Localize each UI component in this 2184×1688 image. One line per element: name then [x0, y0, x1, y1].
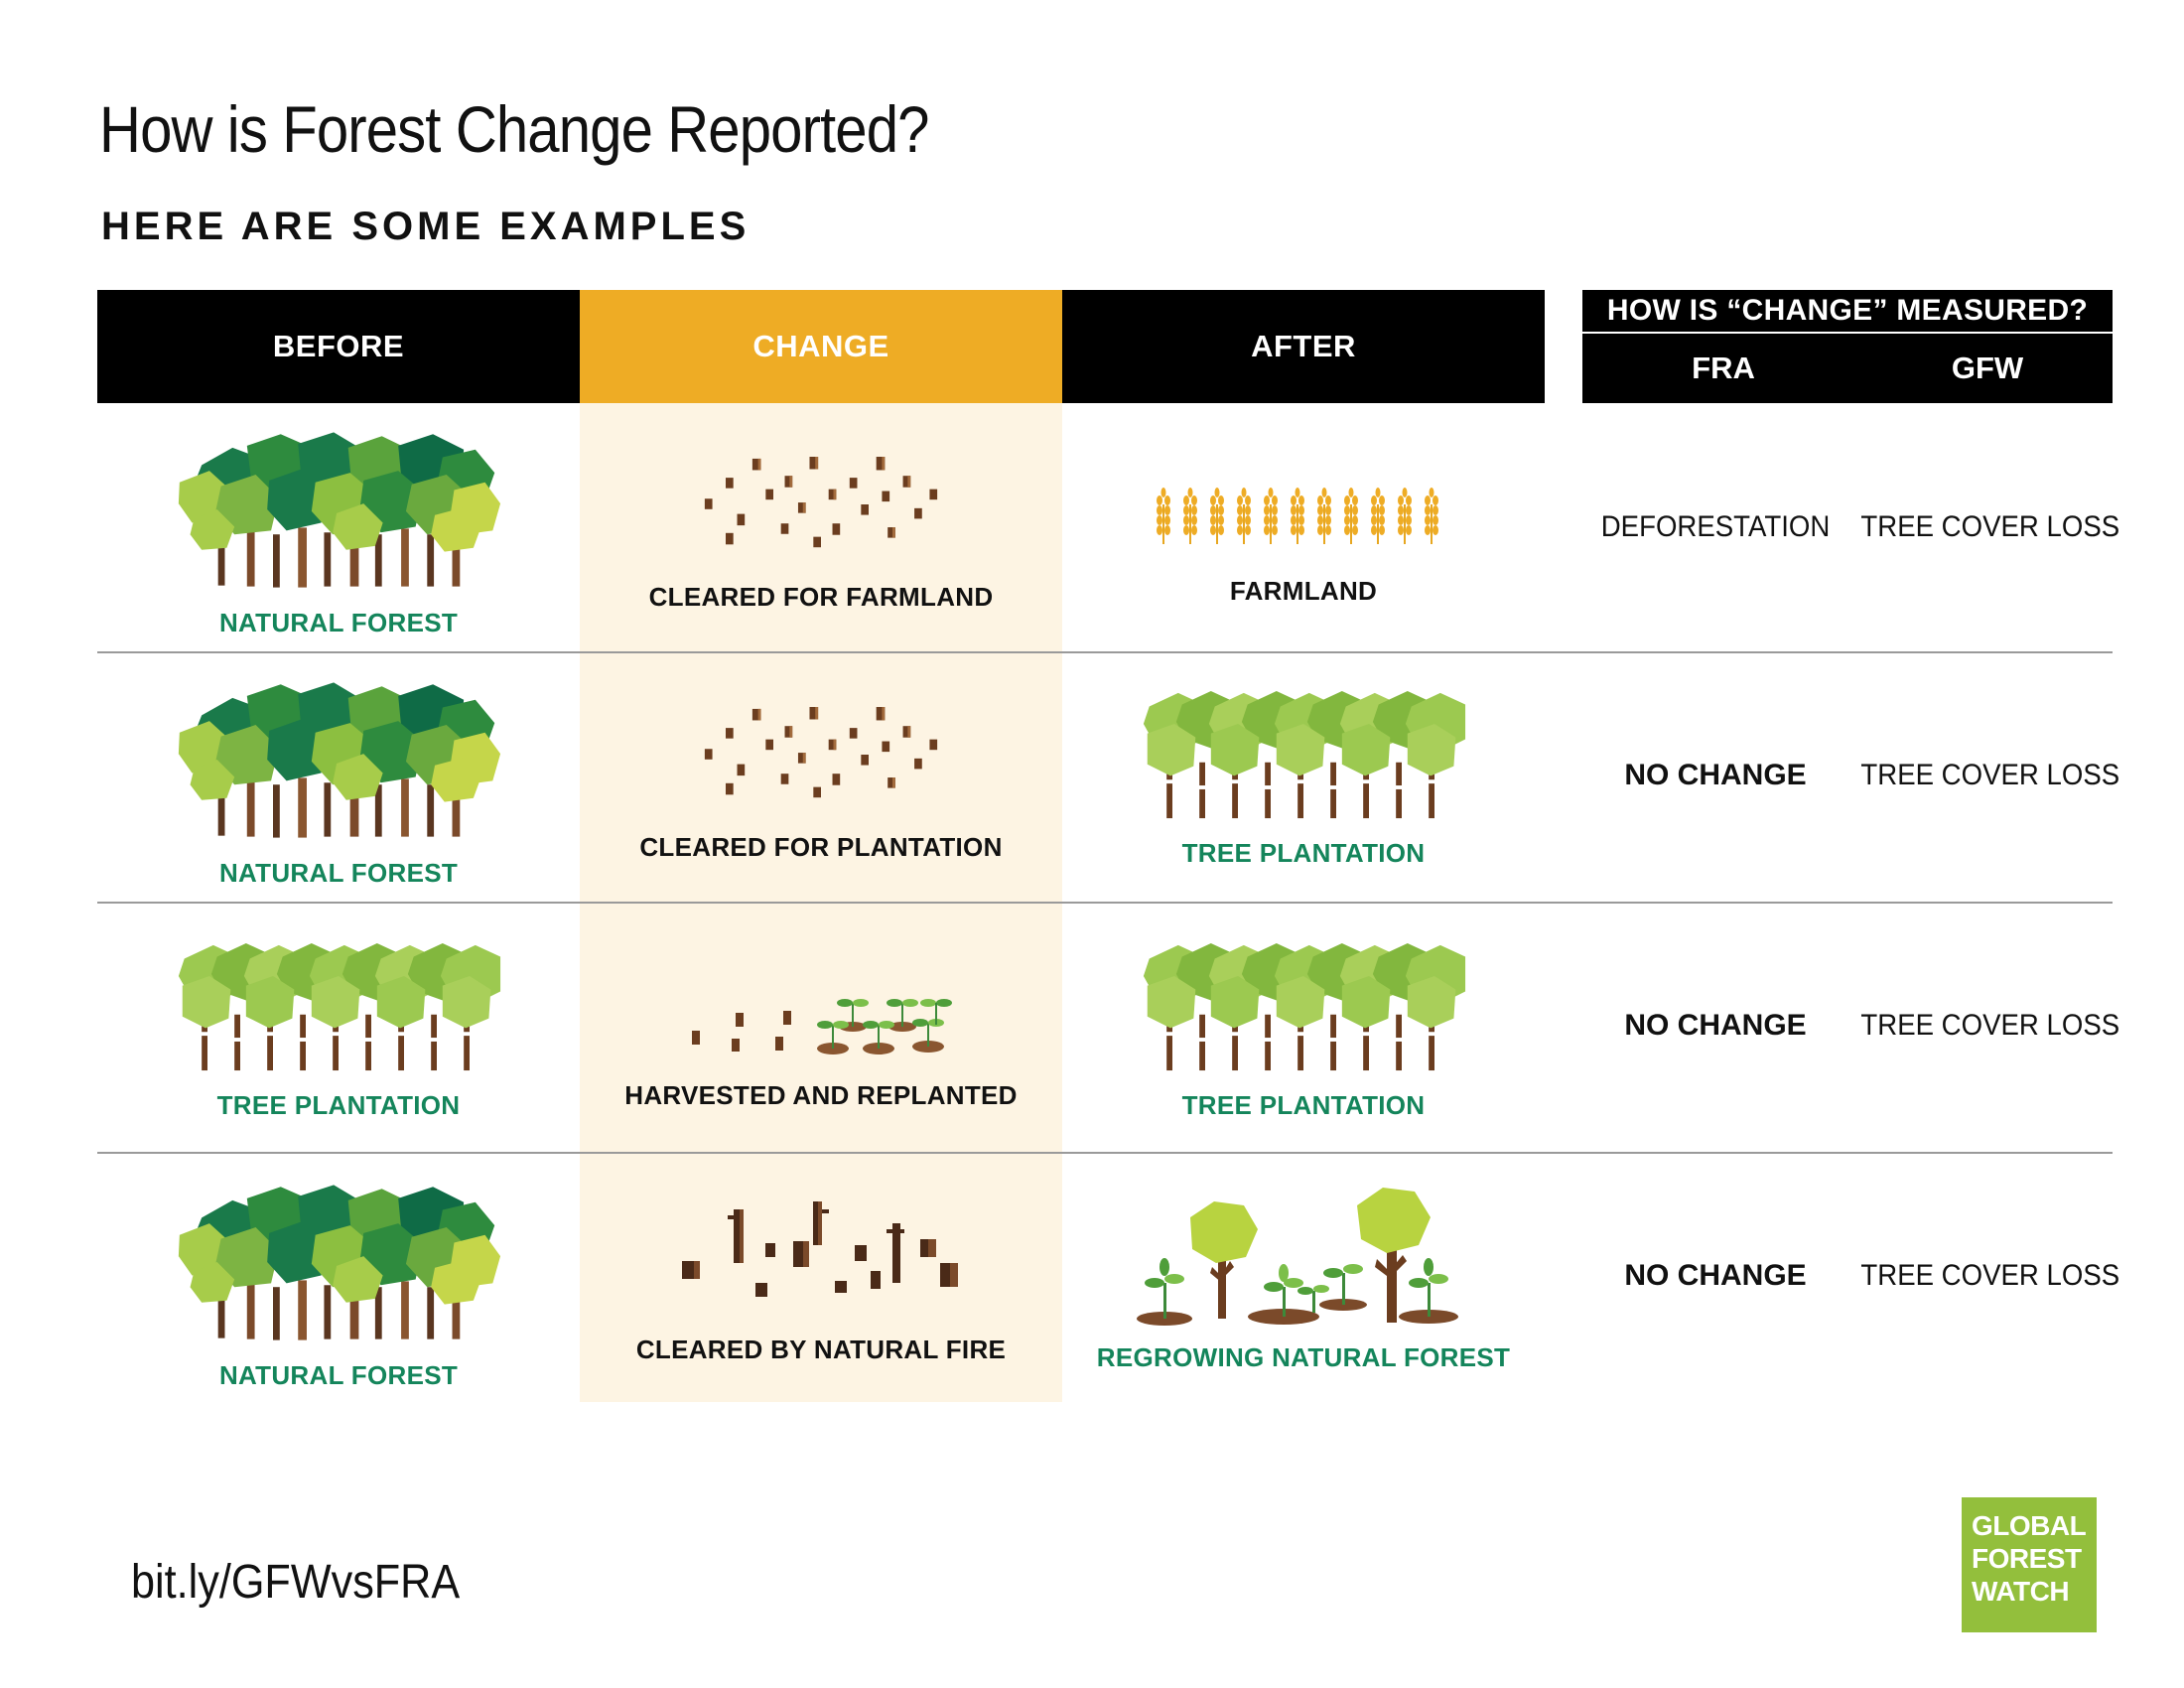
header-fra: FRA	[1692, 351, 1755, 385]
header-measured-columns: FRA GFW	[1582, 334, 2113, 403]
row3-before-cell: TREE PLANTATION	[97, 939, 580, 1121]
row4-after-cell: REGROWING NATURAL FOREST	[1062, 1188, 1545, 1373]
row3-after-cell: TREE PLANTATION	[1062, 939, 1545, 1121]
natural-forest-icon	[175, 425, 502, 592]
tree-plantation-icon	[1140, 939, 1467, 1074]
row3-fra-value: NO CHANGE	[1624, 1009, 1807, 1042]
row2-after-label: TREE PLANTATION	[1181, 838, 1426, 868]
tree-plantation-icon	[175, 939, 502, 1074]
row2-before-label: NATURAL FOREST	[218, 858, 459, 888]
page-title: How is Forest Change Reported?	[99, 92, 929, 166]
row4-change-label: CLEARED BY NATURAL FIRE	[635, 1335, 1007, 1364]
row2-change-label: CLEARED FOR PLANTATION	[639, 832, 1003, 862]
row1-change-label: CLEARED FOR FARMLAND	[648, 582, 994, 612]
wheat-icon	[1155, 487, 1452, 546]
row-divider	[97, 902, 2113, 904]
row3-after-label: TREE PLANTATION	[1181, 1090, 1426, 1120]
regrowing-forest-icon	[1135, 1188, 1472, 1327]
row1-change-cell: CLEARED FOR FARMLAND	[580, 457, 1062, 613]
logo-line-3: WATCH	[1972, 1576, 2070, 1607]
page-subtitle: HERE ARE SOME EXAMPLES	[101, 205, 751, 248]
row1-fra-value: DEFORESTATION	[1600, 510, 1831, 543]
row1-before-cell: NATURAL FOREST	[97, 425, 580, 638]
tree-plantation-icon	[1140, 687, 1467, 822]
row4-before-label: NATURAL FOREST	[218, 1360, 459, 1390]
row4-change-cell: CLEARED BY NATURAL FIRE	[580, 1201, 1062, 1365]
row1-gfw-value: TREE COVER LOSS	[1860, 510, 2120, 543]
global-forest-watch-logo: GLOBAL FOREST WATCH	[1962, 1497, 2097, 1632]
logo-line-2: FOREST	[1972, 1543, 2082, 1574]
header-after: AFTER	[1062, 290, 1545, 403]
header-before: BEFORE	[97, 290, 580, 403]
natural-forest-icon	[175, 1178, 502, 1344]
seedlings-icon	[682, 975, 960, 1055]
stumps-icon	[687, 457, 955, 552]
row1-before-label: NATURAL FOREST	[218, 608, 459, 637]
logo-line-1: GLOBAL	[1972, 1510, 2087, 1541]
row3-gfw-value: TREE COVER LOSS	[1860, 1009, 2120, 1042]
row1-after-cell: FARMLAND	[1062, 487, 1545, 607]
row3-change-cell: HARVESTED AND REPLANTED	[580, 975, 1062, 1111]
row3-before-label: TREE PLANTATION	[216, 1090, 461, 1120]
header-change: CHANGE	[580, 290, 1062, 403]
row-divider	[97, 1152, 2113, 1154]
row4-gfw-value: TREE COVER LOSS	[1860, 1259, 2120, 1292]
row4-after-label: REGROWING NATURAL FOREST	[1096, 1342, 1511, 1372]
row2-after-cell: TREE PLANTATION	[1062, 687, 1545, 869]
burnt-stumps-icon	[672, 1201, 970, 1311]
stumps-icon	[687, 707, 955, 802]
row2-fra-value: NO CHANGE	[1624, 759, 1807, 791]
header-gfw: GFW	[1951, 351, 2024, 385]
header-measured: HOW IS “CHANGE” MEASURED? FRA GFW	[1582, 290, 2113, 403]
row-divider	[97, 651, 2113, 653]
row4-before-cell: NATURAL FOREST	[97, 1178, 580, 1391]
row3-change-label: HARVESTED AND REPLANTED	[624, 1080, 1018, 1110]
header-measured-title: HOW IS “CHANGE” MEASURED?	[1582, 290, 2113, 334]
source-link[interactable]: bit.ly/GFWvsFRA	[131, 1556, 461, 1609]
row2-before-cell: NATURAL FOREST	[97, 675, 580, 889]
row4-fra-value: NO CHANGE	[1624, 1259, 1807, 1292]
row2-gfw-value: TREE COVER LOSS	[1860, 759, 2120, 791]
natural-forest-icon	[175, 675, 502, 842]
row1-after-label: FARMLAND	[1229, 576, 1378, 606]
row2-change-cell: CLEARED FOR PLANTATION	[580, 707, 1062, 863]
